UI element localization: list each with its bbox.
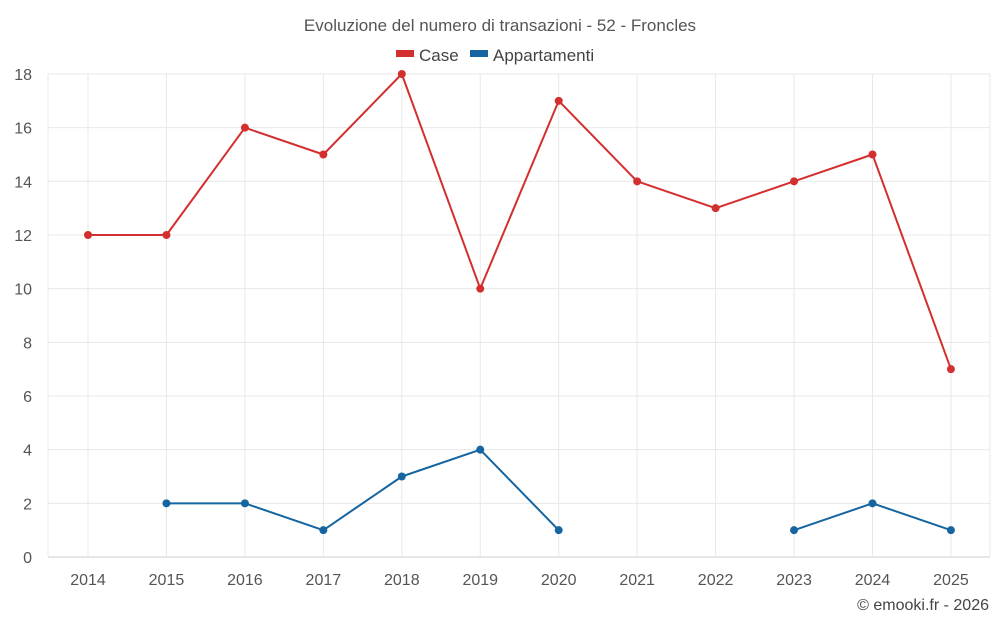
series-line-appartamenti (166, 448, 560, 532)
x-tick-label: 2021 (619, 572, 655, 589)
data-point-case[interactable] (554, 96, 563, 105)
x-tick-label: 2014 (70, 572, 106, 589)
series-appartamenti (162, 445, 955, 535)
data-point-case[interactable] (946, 365, 955, 374)
series-case (84, 70, 955, 374)
data-point-appartamenti[interactable] (946, 526, 955, 535)
y-axis-ticks: 0 2 4 6 8 10 12 14 16 18 (14, 67, 32, 567)
y-tick-label: 14 (14, 174, 32, 191)
data-point-case[interactable] (84, 231, 92, 239)
y-tick-label: 18 (14, 67, 32, 84)
data-point-case[interactable] (633, 177, 642, 186)
data-point-case[interactable] (319, 150, 328, 159)
data-point-appartamenti[interactable] (397, 472, 406, 481)
data-point-appartamenti[interactable] (790, 526, 799, 535)
x-tick-label: 2024 (855, 572, 891, 589)
x-axis-ticks: 2014 2015 2016 2017 2018 2019 2020 2021 2022 2023… (70, 572, 969, 589)
x-tick-label: 2018 (384, 572, 420, 589)
y-tick-label: 12 (14, 228, 32, 245)
legend-item-appartamenti[interactable]: Appartamenti (470, 46, 594, 65)
legend-item-case[interactable]: Case (396, 46, 459, 65)
x-tick-label: 2022 (698, 572, 734, 589)
series-line-case (88, 73, 952, 370)
y-tick-label: 6 (23, 389, 32, 406)
y-tick-label: 0 (23, 550, 32, 567)
x-tick-label: 2023 (776, 572, 812, 589)
y-tick-label: 10 (14, 282, 32, 299)
x-tick-label: 2017 (306, 572, 342, 589)
data-point-case[interactable] (397, 70, 406, 78)
series (84, 70, 955, 535)
data-point-case[interactable] (868, 150, 877, 159)
y-tick-label: 8 (23, 335, 32, 352)
data-point-case[interactable] (240, 123, 249, 132)
x-tick-label: 2019 (462, 572, 498, 589)
data-point-appartamenti[interactable] (476, 445, 485, 454)
legend-label-appartamenti: Appartamenti (493, 46, 594, 65)
data-point-appartamenti[interactable] (162, 499, 171, 508)
legend-swatch-case (396, 50, 414, 57)
data-point-case[interactable] (162, 231, 171, 239)
data-point-case[interactable] (790, 177, 799, 186)
x-tick-label: 2016 (227, 572, 263, 589)
legend: Case Appartamenti (396, 46, 594, 65)
data-point-case[interactable] (711, 204, 720, 213)
y-tick-label: 4 (23, 443, 32, 460)
x-tick-label: 2025 (933, 572, 969, 589)
y-tick-label: 16 (14, 121, 32, 138)
legend-swatch-appartamenti (470, 50, 488, 57)
credit-text: © emooki.fr - 2026 (857, 597, 989, 614)
data-point-appartamenti[interactable] (319, 526, 328, 535)
x-tick-label: 2020 (541, 572, 577, 589)
x-tick-label: 2015 (149, 572, 185, 589)
chart-title: Evoluzione del numero di transazioni - 5… (304, 16, 696, 35)
y-tick-label: 2 (23, 496, 32, 513)
data-point-appartamenti[interactable] (868, 499, 877, 508)
legend-label-case: Case (419, 46, 459, 65)
grid (47, 73, 991, 558)
data-point-case[interactable] (476, 284, 485, 293)
data-point-appartamenti[interactable] (554, 526, 563, 535)
data-point-appartamenti[interactable] (240, 499, 249, 508)
